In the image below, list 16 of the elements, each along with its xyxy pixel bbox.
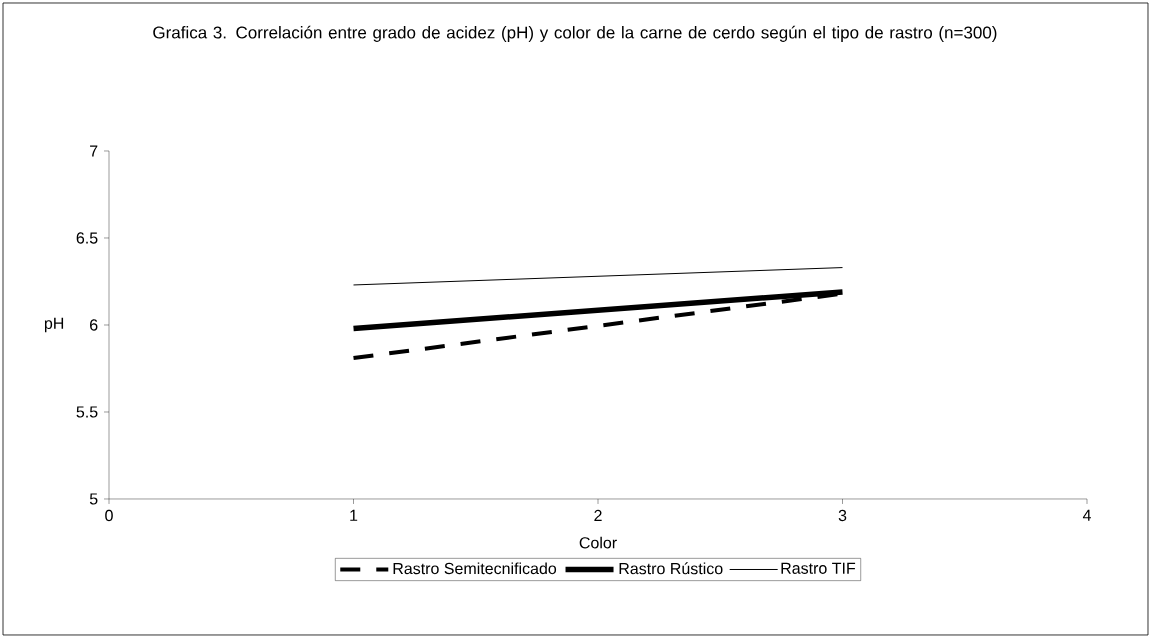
x-tick-label: 1 [350,509,358,521]
x-tick-label: 0 [105,509,113,522]
x-axis-title: Color [579,536,617,549]
y-tick-label: 6.5 [76,232,98,244]
y-axis-title: pH [44,317,64,333]
x-tick-label: 4 [1082,509,1091,521]
legend-label: Rastro TIF [781,562,856,574]
y-tick-label: 5.5 [76,406,98,418]
legend-label: Rastro Semitecnificado [393,562,557,575]
legend-label: Rastro Rústico [619,562,723,575]
x-tick-label: 2 [594,509,602,522]
chart-title: Grafica 3. Correlación entre grado de acidez (pH) y color de la carne de cerdo según el tipo de rastro (n=300) [153,25,997,42]
y-tick-label: 5 [89,493,98,505]
y-tick-label: 6 [90,319,98,331]
y-tick-label: 7 [90,145,98,157]
x-tick-label: 3 [838,509,847,522]
